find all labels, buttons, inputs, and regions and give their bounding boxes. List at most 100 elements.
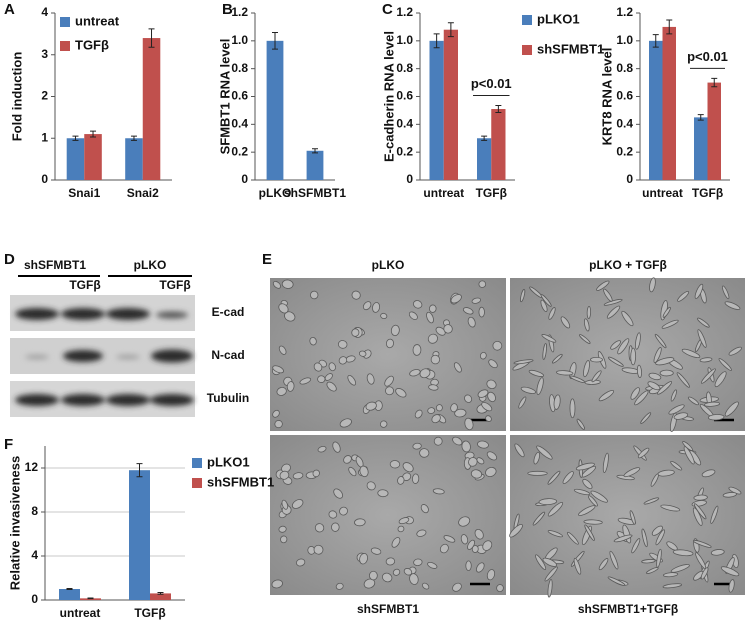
cell xyxy=(728,346,742,356)
cell xyxy=(647,381,661,391)
micrographs xyxy=(270,277,745,598)
cell xyxy=(724,301,741,310)
cell xyxy=(272,365,284,374)
cell xyxy=(328,362,336,372)
y-tick-label: 0.4 xyxy=(231,117,248,131)
error-bar xyxy=(652,34,659,48)
bar xyxy=(266,40,284,181)
cell xyxy=(631,538,641,554)
cell xyxy=(339,506,348,516)
cell xyxy=(426,311,434,324)
cell xyxy=(478,280,487,288)
x-tick-label: TGFβ xyxy=(476,186,507,200)
y-tick-label: 4 xyxy=(41,5,48,19)
cell xyxy=(419,368,431,379)
cell xyxy=(348,466,357,477)
y-tick-label: 0.2 xyxy=(616,144,633,158)
cell xyxy=(532,511,546,526)
panel-letter: B xyxy=(222,1,233,18)
cell xyxy=(363,578,376,589)
cell xyxy=(471,545,479,553)
y-tick-label: 12 xyxy=(25,460,39,474)
cell xyxy=(657,381,673,395)
cell xyxy=(707,414,725,421)
cell xyxy=(569,398,576,419)
cell xyxy=(718,358,732,371)
cell xyxy=(471,297,482,304)
cell xyxy=(693,540,712,548)
cell xyxy=(412,344,422,356)
bar xyxy=(694,117,708,180)
cell xyxy=(596,280,610,291)
y-tick-label: 0.8 xyxy=(396,61,413,75)
bar xyxy=(429,40,444,181)
cell xyxy=(560,316,571,329)
cell xyxy=(694,283,704,299)
cell xyxy=(590,356,603,363)
cell xyxy=(598,390,615,402)
cell xyxy=(468,457,478,467)
blot-group: shSFMBT1 xyxy=(24,258,86,272)
bar xyxy=(707,82,721,180)
x-tick-label: Snai1 xyxy=(68,186,100,200)
legend-swatch xyxy=(60,41,70,51)
cell xyxy=(460,534,469,545)
cell xyxy=(372,302,381,313)
cell xyxy=(439,543,449,554)
cell xyxy=(556,370,574,376)
bar xyxy=(129,470,150,600)
cell xyxy=(397,525,405,533)
cell xyxy=(710,549,725,556)
cell xyxy=(610,340,622,350)
cell xyxy=(660,504,681,512)
cell xyxy=(366,373,375,385)
cell xyxy=(621,310,634,327)
cell xyxy=(681,348,701,359)
cell xyxy=(347,374,357,386)
panel-letter: C xyxy=(382,1,393,18)
cell xyxy=(486,379,497,390)
cell xyxy=(722,492,737,498)
cell xyxy=(313,544,324,555)
micrograph-caption: pLKO xyxy=(372,258,405,272)
cell xyxy=(474,528,484,540)
cell xyxy=(687,396,700,406)
cell xyxy=(527,470,548,476)
cell xyxy=(309,336,317,346)
cell xyxy=(598,558,609,571)
legend-label: TGFβ xyxy=(75,37,109,52)
cell xyxy=(452,436,463,446)
x-tick-label: untreat xyxy=(423,186,464,200)
cell xyxy=(533,451,541,465)
cell xyxy=(335,582,344,590)
bar xyxy=(66,138,85,180)
error-bar xyxy=(697,114,704,121)
cell xyxy=(476,562,485,573)
cell xyxy=(591,370,602,383)
cell xyxy=(385,338,394,349)
cell xyxy=(465,560,472,571)
error-bar xyxy=(312,148,318,154)
cell xyxy=(513,359,534,365)
cell xyxy=(412,473,420,484)
blot-row-label: N-cad xyxy=(211,348,244,362)
cell xyxy=(623,467,641,478)
error-bar xyxy=(495,105,502,114)
cell xyxy=(314,523,325,533)
cell xyxy=(654,333,667,349)
cell xyxy=(428,384,439,391)
cell xyxy=(427,333,438,344)
error-bar xyxy=(481,135,488,141)
cell xyxy=(653,347,662,364)
cell xyxy=(609,550,619,570)
cell xyxy=(648,372,662,381)
cell xyxy=(453,362,462,373)
cell xyxy=(643,497,660,505)
cell xyxy=(377,489,389,498)
cell xyxy=(358,350,367,357)
cell xyxy=(485,466,497,477)
cell xyxy=(272,280,281,289)
y-tick-label: 0.2 xyxy=(231,144,248,158)
cell xyxy=(310,290,319,300)
